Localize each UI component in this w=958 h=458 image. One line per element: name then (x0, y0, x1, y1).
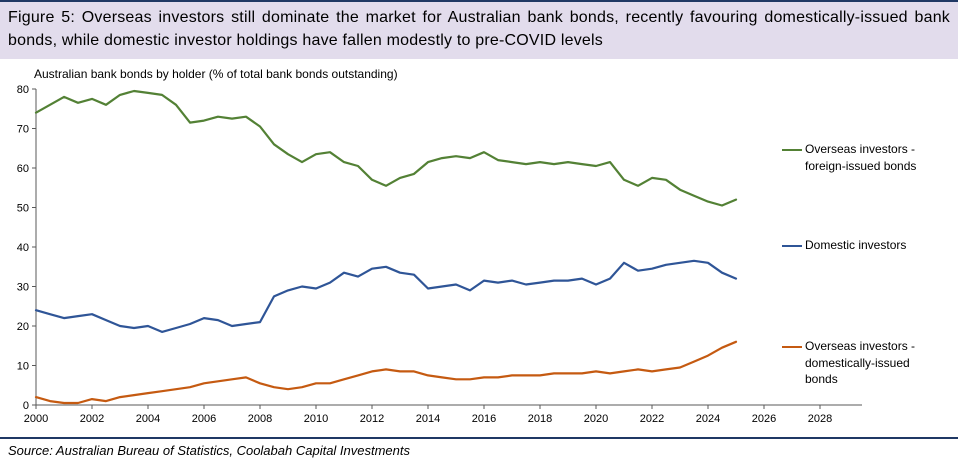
legend-item: Overseas investors - foreign-issued bond… (782, 141, 916, 175)
svg-text:30: 30 (17, 282, 29, 294)
source-note: Source: Australian Bureau of Statistics,… (8, 443, 411, 458)
legend-label: Overseas investors - domestically-issued… (805, 338, 916, 387)
svg-text:2028: 2028 (808, 413, 832, 425)
legend-line-swatch (782, 245, 802, 248)
legend-line-swatch (782, 345, 802, 348)
svg-text:2016: 2016 (472, 413, 496, 425)
svg-text:2020: 2020 (584, 413, 608, 425)
legend-line-swatch (782, 149, 802, 152)
svg-text:2000: 2000 (24, 413, 48, 425)
svg-text:2002: 2002 (80, 413, 104, 425)
svg-text:80: 80 (17, 84, 29, 96)
svg-text:2008: 2008 (248, 413, 272, 425)
svg-text:2022: 2022 (640, 413, 664, 425)
legend-item: Overseas investors - domestically-issued… (782, 338, 915, 388)
legend: Overseas investors - foreign-issued bond… (782, 83, 954, 413)
svg-text:2026: 2026 (752, 413, 776, 425)
svg-text:40: 40 (17, 242, 29, 254)
svg-text:2010: 2010 (304, 413, 328, 425)
svg-text:2024: 2024 (696, 413, 720, 425)
bottom-rule (0, 437, 958, 440)
legend-item: Domestic investors (782, 237, 906, 254)
svg-text:2006: 2006 (192, 413, 216, 425)
svg-text:2014: 2014 (416, 413, 440, 425)
chart-subtitle: Australian bank bonds by holder (% of to… (34, 67, 398, 82)
legend-label: Overseas investors - foreign-issued bond… (805, 142, 917, 174)
svg-text:70: 70 (17, 124, 29, 136)
figure-title: Figure 5: Overseas investors still domin… (0, 0, 958, 60)
svg-text:60: 60 (17, 163, 29, 175)
svg-text:2012: 2012 (360, 413, 384, 425)
svg-text:0: 0 (23, 400, 29, 412)
svg-text:20: 20 (17, 321, 29, 333)
svg-text:2018: 2018 (528, 413, 552, 425)
chart-area: 0 10 20 30 40 50 60 70 80 2000 2002 2004 2006 2008 201… (0, 83, 958, 435)
svg-text:2004: 2004 (136, 413, 160, 425)
line-chart: 0 10 20 30 40 50 60 70 80 2000 2002 2004 2006 2008 201… (17, 84, 862, 425)
svg-text:50: 50 (17, 203, 29, 215)
svg-text:10: 10 (17, 361, 29, 373)
legend-label: Domestic investors (805, 238, 907, 253)
